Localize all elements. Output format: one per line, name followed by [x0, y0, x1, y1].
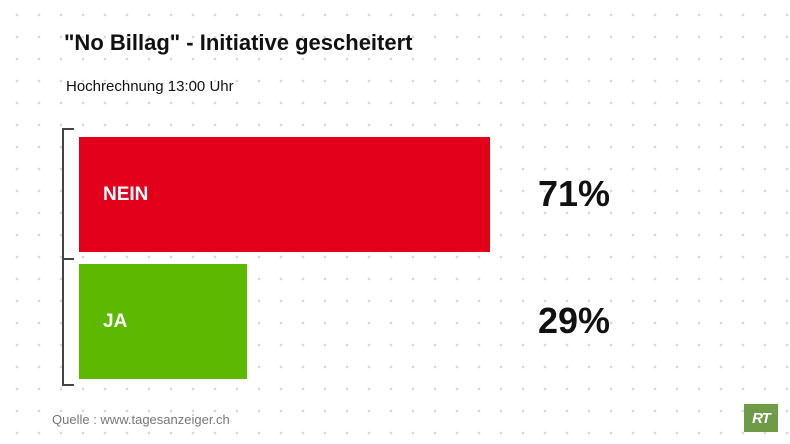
rt-logo: RT: [744, 404, 778, 432]
bracket-line: [62, 128, 74, 386]
bar-label-ja: JA: [103, 310, 128, 332]
bar-nein: NEIN: [79, 137, 490, 252]
chart-subtitle: Hochrechnung 13:00 Uhr: [66, 78, 234, 95]
chart-title: "No Billag" - Initiative gescheitert: [64, 30, 413, 55]
source-note: Quelle : www.tagesanzeiger.ch: [52, 412, 230, 427]
value-label-nein: 71%: [538, 173, 611, 214]
value-label-ja: 29%: [538, 300, 611, 341]
rt-logo-text: RT: [752, 409, 771, 427]
bar-label-nein: NEIN: [103, 183, 149, 205]
bar-ja: JA: [79, 264, 247, 379]
bracket-tick: [62, 258, 74, 260]
